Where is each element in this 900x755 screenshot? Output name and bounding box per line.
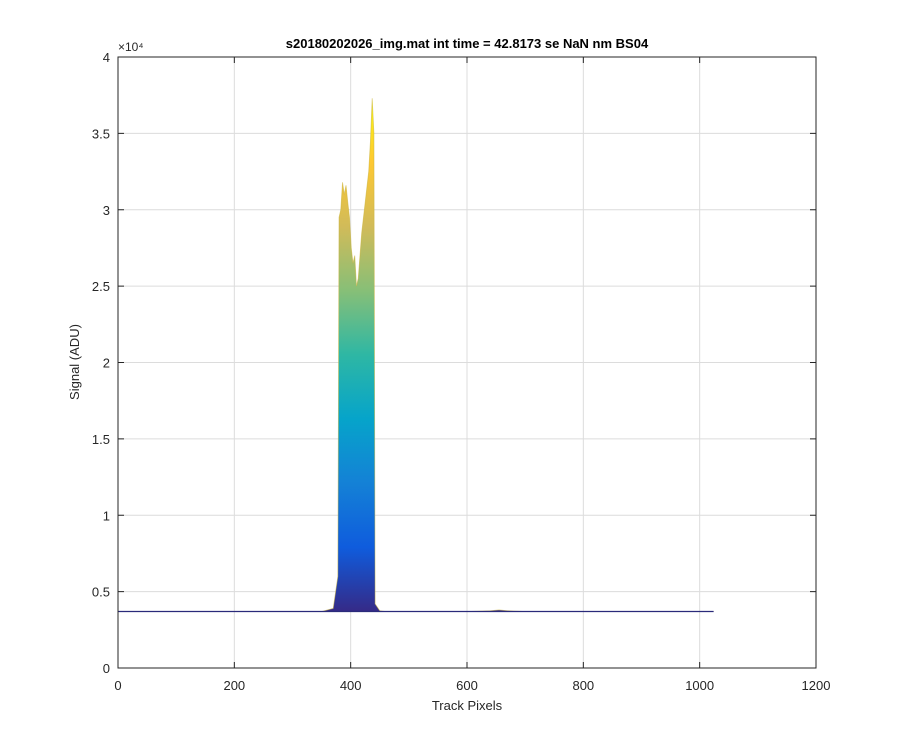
axes [117, 56, 817, 669]
x-tick-label: 0 [114, 678, 121, 693]
y-tick-label: 0.5 [92, 585, 110, 600]
x-axis-label: Track Pixels [432, 698, 503, 713]
x-tick-label: 200 [223, 678, 245, 693]
x-tick-label: 600 [456, 678, 478, 693]
y-tick-label: 4 [103, 50, 110, 65]
chart-title: s20180202026_img.mat int time = 42.8173 … [286, 36, 649, 51]
y-tick-label: 2.5 [92, 279, 110, 294]
y-tick-label: 1 [103, 508, 110, 523]
tick-labels: 0 200 400 600 800 1000 1200 0 0.5 1 1.5 2 2.5 3 3.5 4 [92, 50, 831, 693]
x-tick-label: 1200 [802, 678, 831, 693]
y-tick-label: 3.5 [92, 126, 110, 141]
y-axis-exponent: ×10⁴ [118, 40, 144, 54]
y-tick-label: 3 [103, 203, 110, 218]
x-tick-label: 800 [572, 678, 594, 693]
data-layer [118, 98, 714, 613]
x-tick-label: 1000 [685, 678, 714, 693]
x-tick-label: 400 [340, 678, 362, 693]
y-axis-label: Signal (ADU) [67, 324, 82, 400]
y-tick-label: 0 [103, 661, 110, 676]
y-tick-label: 1.5 [92, 432, 110, 447]
y-tick-label: 2 [103, 356, 110, 371]
